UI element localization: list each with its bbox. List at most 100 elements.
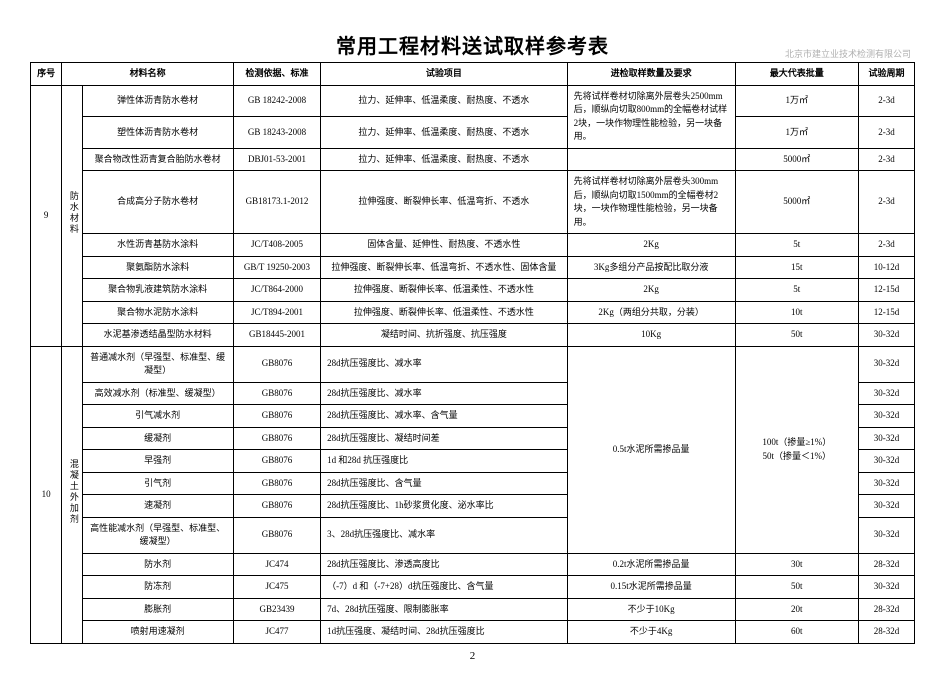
standard: JC475	[233, 576, 320, 599]
category-label: 混凝土外加剂	[66, 459, 80, 525]
material-name: 引气减水剂	[82, 405, 233, 428]
test-period: 30-32d	[858, 405, 914, 428]
qty-req: 0.15t水泥所需掺品量	[567, 576, 735, 599]
category-cell: 混凝土外加剂	[62, 346, 82, 643]
test-period: 28-32d	[858, 621, 914, 644]
max-batch: 5000㎡	[735, 148, 858, 171]
material-name: 高效减水剂（标准型、缓凝型）	[82, 382, 233, 405]
seq-cell: 10	[31, 346, 62, 643]
test-items: 1d抗压强度、凝结时间、28d抗压强度比	[321, 621, 567, 644]
test-items: 拉力、延伸率、低温柔度、耐热度、不透水	[321, 85, 567, 117]
standard: GB8076	[233, 405, 320, 428]
standard: GB8076	[233, 427, 320, 450]
test-period: 28-32d	[858, 598, 914, 621]
test-items: 拉伸强度、断裂伸长率、低温弯折、不透水	[321, 171, 567, 234]
table-row: 10混凝土外加剂普通减水剂（早强型、标准型、缓凝型）GB807628d抗压强度比…	[31, 346, 915, 382]
max-batch: 1万㎡	[735, 117, 858, 149]
qty-req: 先将试样卷材切除离外层卷头2500mm后，顺纵向切取800mm的全幅卷材试样2块…	[567, 85, 735, 148]
test-period: 30-32d	[858, 495, 914, 518]
standard: GB 18243-2008	[233, 117, 320, 149]
material-name: 聚合物改性沥青复合胎防水卷材	[82, 148, 233, 171]
test-period: 2-3d	[858, 85, 914, 117]
standard: JC/T864-2000	[233, 279, 320, 302]
material-name: 合成高分子防水卷材	[82, 171, 233, 234]
table-row: 聚合物水泥防水涂料JC/T894-2001拉伸强度、断裂伸长率、低温柔性、不透水…	[31, 301, 915, 324]
qty-req: 不少于4Kg	[567, 621, 735, 644]
material-name: 水性沥青基防水涂料	[82, 234, 233, 257]
th-test: 试验项目	[321, 63, 567, 86]
test-period: 30-32d	[858, 382, 914, 405]
test-period: 10-12d	[858, 256, 914, 279]
material-name: 防冻剂	[82, 576, 233, 599]
max-batch: 5t	[735, 279, 858, 302]
qty-req: 2Kg（两组分共取，分装）	[567, 301, 735, 324]
standard: GB8076	[233, 495, 320, 518]
material-name: 膨胀剂	[82, 598, 233, 621]
table-row: 水性沥青基防水涂料JC/T408-2005固体含量、延伸性、耐热度、不透水性2K…	[31, 234, 915, 257]
table-row: 防水剂JC47428d抗压强度比、渗透高度比0.2t水泥所需掺品量30t28-3…	[31, 553, 915, 576]
test-items: 28d抗压强度比、减水率	[321, 346, 567, 382]
table-row: 聚合物改性沥青复合胎防水卷材DBJ01-53-2001拉力、延伸率、低温柔度、耐…	[31, 148, 915, 171]
test-items: 拉伸强度、断裂伸长率、低温柔性、不透水性	[321, 301, 567, 324]
test-items: 拉力、延伸率、低温柔度、耐热度、不透水	[321, 117, 567, 149]
th-seq: 序号	[31, 63, 62, 86]
material-name: 速凝剂	[82, 495, 233, 518]
test-items: 28d抗压强度比、渗透高度比	[321, 553, 567, 576]
test-period: 30-32d	[858, 346, 914, 382]
qty-req: 2Kg	[567, 234, 735, 257]
qty-req: 不少于10Kg	[567, 598, 735, 621]
material-name: 聚合物水泥防水涂料	[82, 301, 233, 324]
test-items: 28d抗压强度比、1h砂浆贯化度、泌水率比	[321, 495, 567, 518]
material-name: 喷射用速凝剂	[82, 621, 233, 644]
standard: GB8076	[233, 450, 320, 473]
standard: GB23439	[233, 598, 320, 621]
th-name: 材料名称	[62, 63, 233, 86]
test-items: 拉伸强度、断裂伸长率、低温柔性、不透水性	[321, 279, 567, 302]
max-batch: 5000㎡	[735, 171, 858, 234]
standard: GB8076	[233, 472, 320, 495]
category-cell: 防水材料	[62, 85, 82, 346]
standard: GB8076	[233, 382, 320, 405]
table-row: 合成高分子防水卷材GB18173.1-2012拉伸强度、断裂伸长率、低温弯折、不…	[31, 171, 915, 234]
material-name: 早强剂	[82, 450, 233, 473]
material-name: 缓凝剂	[82, 427, 233, 450]
max-batch: 60t	[735, 621, 858, 644]
material-name: 引气剂	[82, 472, 233, 495]
test-items: 拉力、延伸率、低温柔度、耐热度、不透水	[321, 148, 567, 171]
th-batch: 最大代表批量	[735, 63, 858, 86]
max-batch: 20t	[735, 598, 858, 621]
standard: JC477	[233, 621, 320, 644]
test-period: 2-3d	[858, 234, 914, 257]
test-period: 30-32d	[858, 472, 914, 495]
max-batch: 50t	[735, 324, 858, 347]
th-std: 检测依据、标准	[233, 63, 320, 86]
qty-req	[567, 148, 735, 171]
test-period: 12-15d	[858, 301, 914, 324]
standard: GB18445-2001	[233, 324, 320, 347]
test-period: 28-32d	[858, 553, 914, 576]
material-name: 防水剂	[82, 553, 233, 576]
max-batch: 50t	[735, 576, 858, 599]
th-qty: 进检取样数量及要求	[567, 63, 735, 86]
material-name: 普通减水剂（早强型、标准型、缓凝型）	[82, 346, 233, 382]
table-row: 聚合物乳液建筑防水涂料JC/T864-2000拉伸强度、断裂伸长率、低温柔性、不…	[31, 279, 915, 302]
standard: JC/T408-2005	[233, 234, 320, 257]
standard: GB8076	[233, 517, 320, 553]
max-batch: 5t	[735, 234, 858, 257]
standard: JC/T894-2001	[233, 301, 320, 324]
test-period: 12-15d	[858, 279, 914, 302]
qty-req: 先将试样卷材切除离外层卷头300mm后，顺纵向切取1500mm的全幅卷材2块，一…	[567, 171, 735, 234]
qty-req: 10Kg	[567, 324, 735, 347]
test-items: 7d、28d抗压强度、限制膨胀率	[321, 598, 567, 621]
test-items: 拉伸强度、断裂伸长率、低温弯折、不透水性、固体含量	[321, 256, 567, 279]
max-batch: 100t（掺量≥1%）50t（掺量＜1%）	[735, 346, 858, 553]
main-table: 序号 材料名称 检测依据、标准 试验项目 进检取样数量及要求 最大代表批量 试验…	[30, 62, 915, 644]
standard: GB18173.1-2012	[233, 171, 320, 234]
test-items: 28d抗压强度比、减水率	[321, 382, 567, 405]
table-row: 塑性体沥青防水卷材GB 18243-2008拉力、延伸率、低温柔度、耐热度、不透…	[31, 117, 915, 149]
standard: GB/T 19250-2003	[233, 256, 320, 279]
watermark: 北京市建立业技术检测有限公司	[30, 47, 915, 60]
max-batch: 15t	[735, 256, 858, 279]
standard: DBJ01-53-2001	[233, 148, 320, 171]
table-row: 膨胀剂GB234397d、28d抗压强度、限制膨胀率不少于10Kg20t28-3…	[31, 598, 915, 621]
